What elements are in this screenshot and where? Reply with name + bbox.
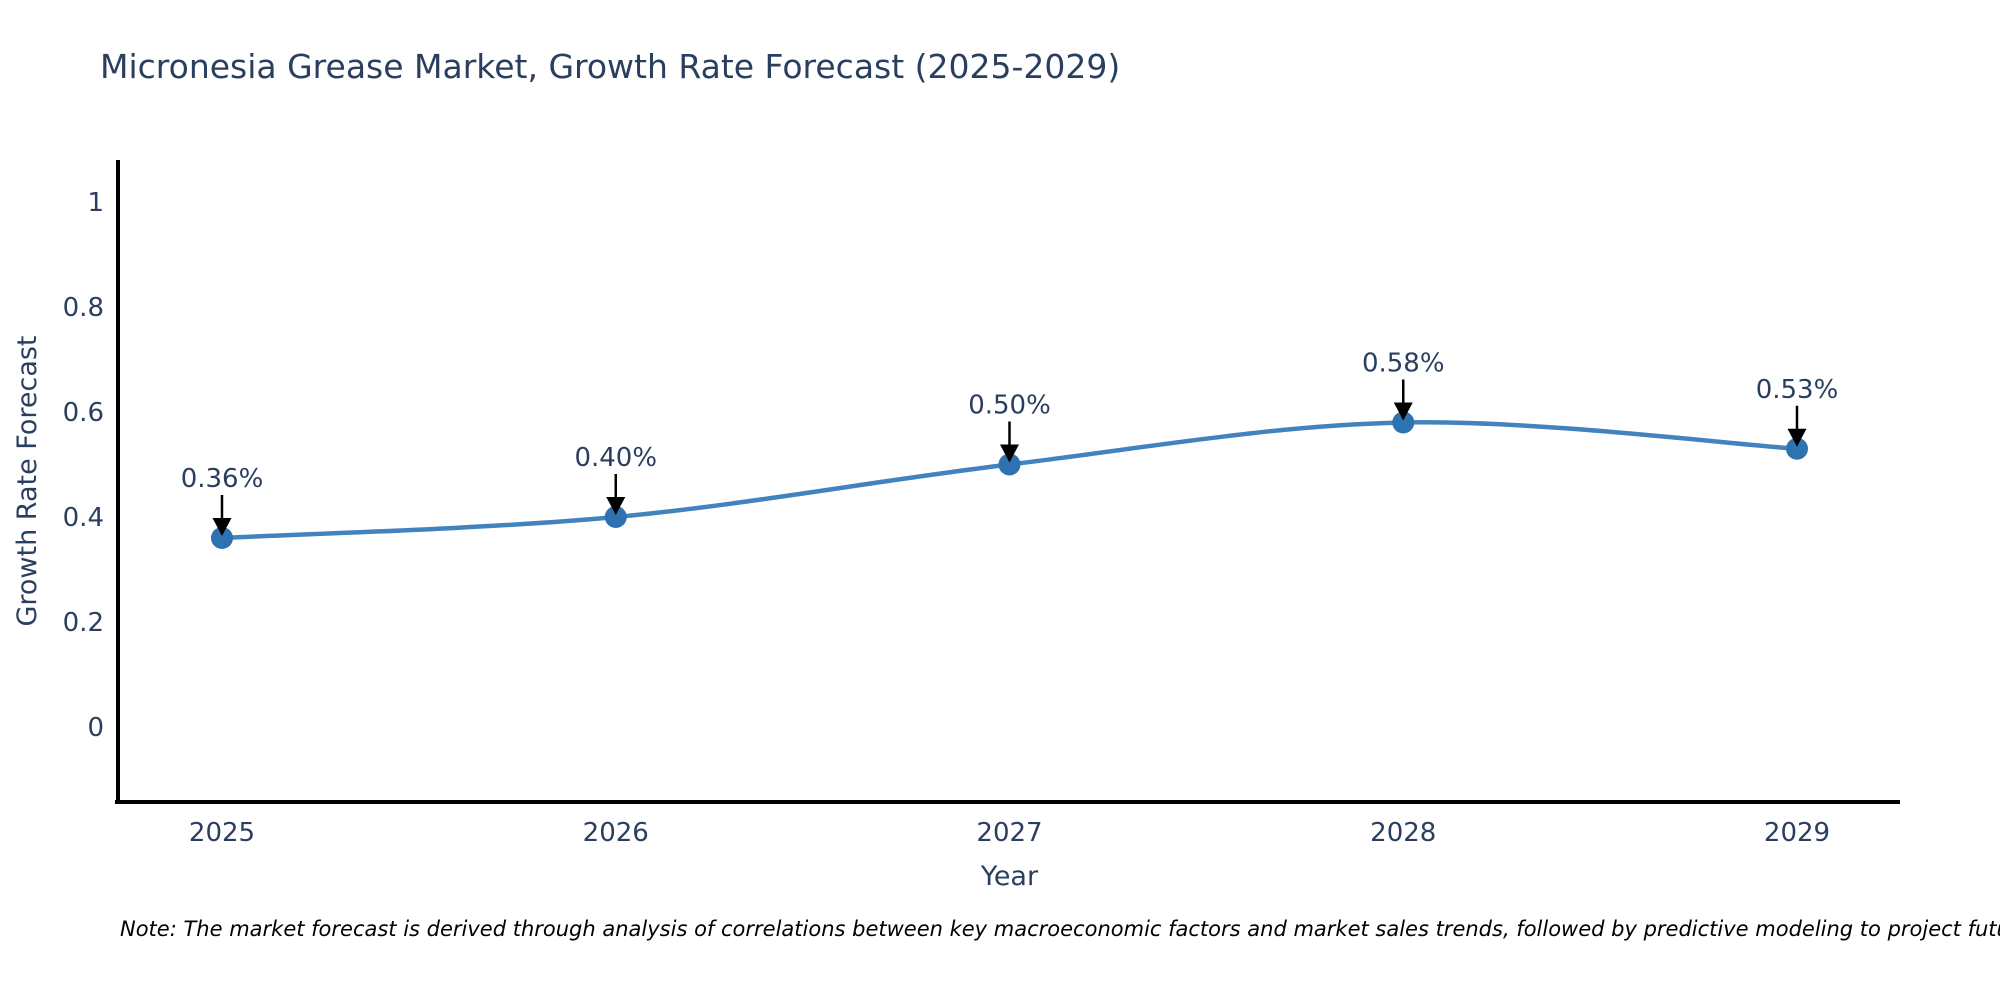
data-point-label: 0.40% bbox=[574, 443, 657, 473]
x-axis-title: Year bbox=[980, 861, 1039, 892]
x-tick-label: 2028 bbox=[1370, 818, 1436, 848]
data-point-label: 0.53% bbox=[1756, 375, 1839, 405]
annotation-arrowhead bbox=[1000, 444, 1019, 463]
annotation-arrowhead bbox=[212, 518, 232, 536]
x-tick-label: 2025 bbox=[189, 818, 255, 848]
y-tick-label: 0.4 bbox=[63, 503, 104, 533]
data-point-marker bbox=[604, 506, 627, 528]
x-tick-label: 2027 bbox=[976, 818, 1042, 848]
y-tick-label: 0.8 bbox=[63, 293, 104, 323]
annotation-arrowhead bbox=[1787, 428, 1807, 447]
data-point-marker bbox=[1392, 411, 1415, 434]
annotation-arrowhead bbox=[606, 497, 626, 515]
x-tick-label: 2026 bbox=[583, 818, 649, 848]
data-point-marker bbox=[1786, 437, 1808, 460]
y-tick-label: 0.2 bbox=[63, 608, 104, 638]
chart-title: Micronesia Grease Market, Growth Rate Fo… bbox=[100, 47, 1121, 86]
y-tick-label: 0.6 bbox=[63, 398, 104, 428]
annotation-arrowhead bbox=[1393, 402, 1413, 421]
data-point-marker bbox=[998, 453, 1021, 476]
y-axis-title: Growth Rate Forecast bbox=[12, 335, 43, 626]
y-tick-label: 0 bbox=[87, 713, 104, 743]
x-tick-label: 2029 bbox=[1764, 818, 1830, 848]
footnote: Note: The market forecast is derived thr… bbox=[120, 917, 2000, 941]
y-tick-label: 1 bbox=[87, 188, 104, 218]
data-point-label: 0.58% bbox=[1362, 349, 1445, 379]
data-point-label: 0.36% bbox=[181, 464, 264, 494]
data-point-label: 0.50% bbox=[968, 391, 1051, 421]
data-point-marker bbox=[211, 527, 233, 549]
